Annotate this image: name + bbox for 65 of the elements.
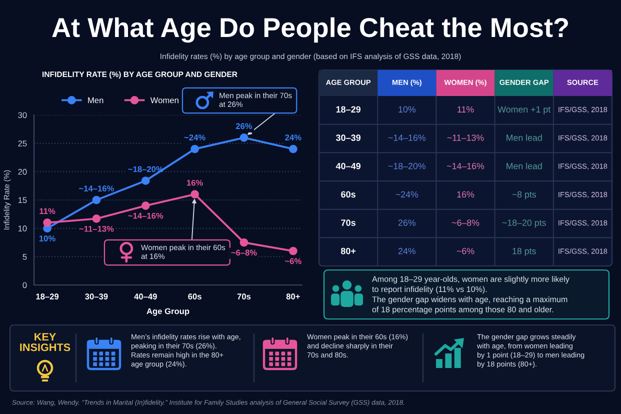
y-tick-label: 15: [18, 197, 27, 204]
x-tick-label: 18–29: [36, 294, 59, 300]
x-tick-label: 80+: [286, 294, 300, 300]
point: [92, 214, 101, 223]
category-label: 40–49: [336, 162, 361, 170]
data-label: 26%: [236, 123, 252, 130]
point: [92, 196, 101, 204]
data-label: 24%: [285, 134, 302, 140]
y-tick-label: 10: [18, 226, 27, 232]
text: ~18–20 pts: [502, 220, 546, 228]
text: Women +1 pt: [498, 106, 551, 114]
point: [190, 190, 199, 198]
y-tick-label: 0: [22, 282, 27, 288]
legend-label: Women: [150, 97, 178, 104]
x-tick-label: 40–49: [134, 294, 157, 300]
text: 10%: [398, 106, 416, 113]
category-label: 18–29: [336, 106, 361, 113]
text: ~18–20%: [388, 162, 426, 170]
annotation: ~14–16%: [79, 186, 114, 192]
point: [141, 176, 150, 185]
text: ~14–16%: [446, 162, 484, 170]
text: ~14–16%: [388, 134, 426, 141]
text: 26%: [398, 220, 416, 226]
data-label: 10%: [39, 236, 56, 242]
legend-label: Men: [88, 97, 104, 104]
point: [240, 238, 248, 247]
text: 11%: [458, 106, 474, 113]
y-tick-label: 25: [18, 140, 27, 146]
annotation: ~6–8%: [231, 250, 257, 256]
text: ~24%: [396, 191, 418, 198]
text: 18 pts: [512, 248, 536, 256]
x-tick-label: 60s: [188, 294, 202, 300]
category-label: 80+: [340, 248, 356, 254]
point: [288, 144, 298, 154]
text: Men lead: [506, 134, 542, 141]
text: ~6–8%: [452, 220, 480, 226]
data-label: ~14–16%: [128, 212, 164, 219]
point: [288, 246, 298, 256]
y-tick-label: 30: [18, 112, 27, 118]
data-label: 16%: [186, 180, 203, 186]
text: KEY INSIGHTS: [20, 333, 70, 352]
point: [190, 144, 199, 154]
data-label: ~24%: [184, 134, 206, 140]
text: 16%: [457, 191, 474, 198]
point: [141, 202, 150, 210]
category-label: 30–39: [336, 134, 361, 141]
category-label: 70s: [341, 220, 356, 226]
y-tick-label: 5: [22, 254, 27, 260]
point: [43, 218, 52, 227]
x-tick-label: 70s: [237, 294, 251, 300]
text: ~8 pts: [512, 191, 536, 200]
annotation: ~11–13%: [79, 226, 114, 232]
x-axis-title: Age Group: [146, 308, 190, 316]
text: 24%: [398, 248, 416, 254]
category-label: 60s: [341, 191, 356, 198]
x-tick-label: 30–39: [85, 294, 108, 300]
text: ~6%: [456, 248, 474, 254]
point: [240, 134, 248, 142]
text: Among 18–29 year-olds, women are slightly more likely to report infidelity (11% vs 10%). The gender gap widens with age, reaching a maximum of 18 percentage points among those 80 and older.: [372, 276, 570, 314]
text: Men lead: [506, 162, 542, 170]
text: At What Age Do People Cheat the Most?: [52, 17, 568, 43]
data-label: 11%: [40, 208, 56, 214]
data-label: ~6%: [285, 258, 302, 264]
text: ~11–13%: [447, 134, 484, 141]
y-tick-label: 20: [18, 168, 27, 175]
